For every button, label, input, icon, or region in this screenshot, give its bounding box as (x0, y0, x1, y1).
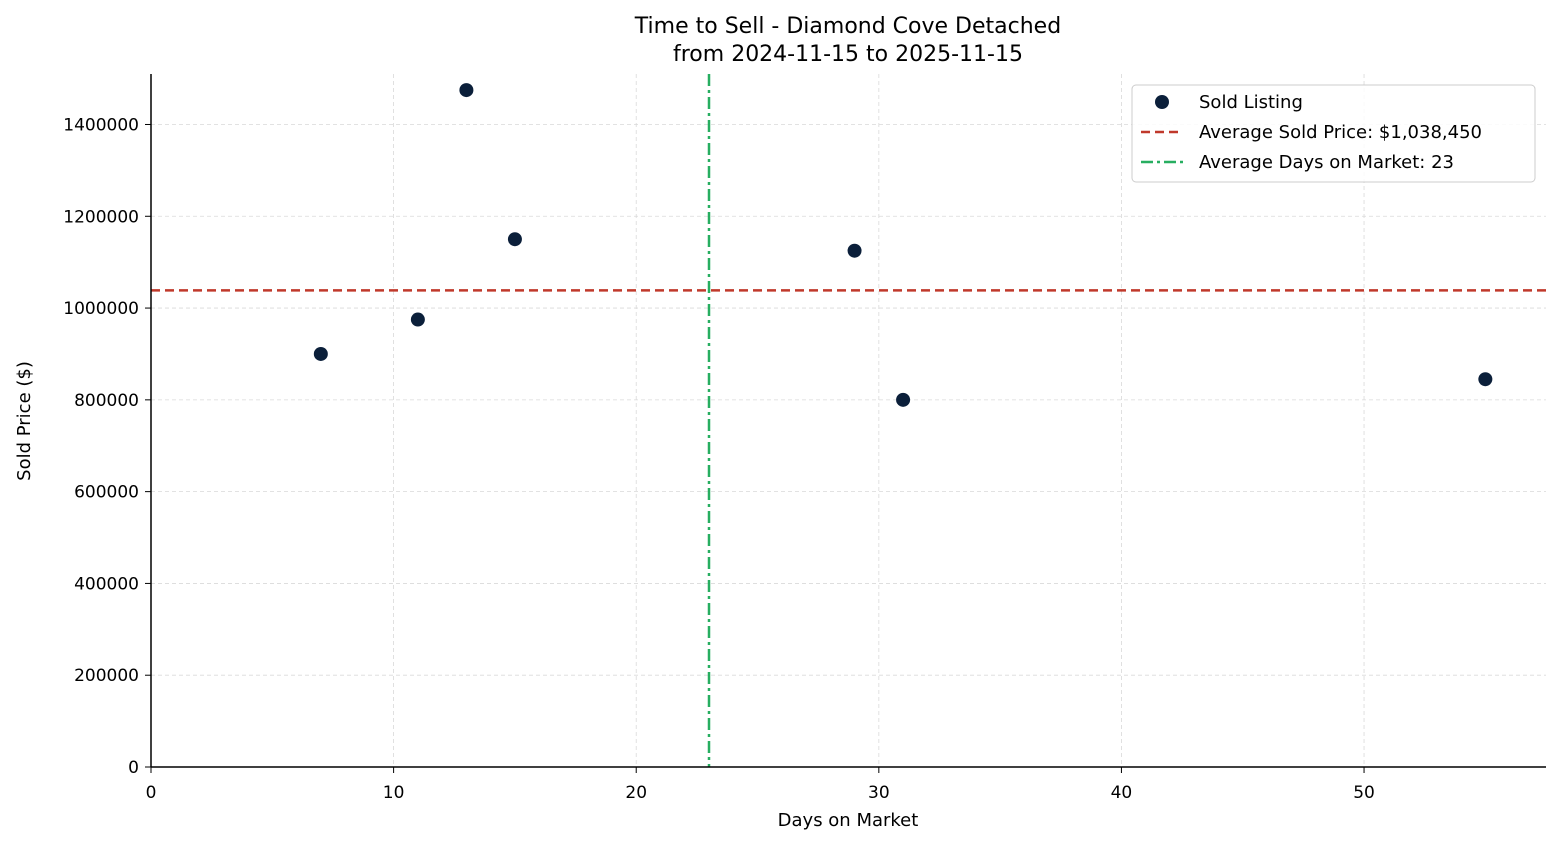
x-tick-label: 50 (1353, 783, 1375, 803)
grid (151, 74, 1546, 767)
y-tick-label: 0 (128, 758, 139, 778)
y-tick-label: 400000 (74, 574, 139, 594)
sold-listing-point (507, 232, 522, 247)
sold-listing-point (1478, 372, 1493, 387)
reference-lines (151, 74, 1546, 767)
sold-listing-point (847, 243, 862, 258)
chart-title: Time to Sell - Diamond Cove Detached (634, 14, 1061, 39)
y-tick-label: 1200000 (63, 207, 139, 227)
legend-label-average-price: Average Sold Price: $1,038,450 (1199, 122, 1482, 143)
y-tick-label: 200000 (74, 666, 139, 686)
sold-listing-point (896, 392, 911, 407)
x-tick-label: 0 (146, 783, 157, 803)
legend: Sold Listing Average Sold Price: $1,038,… (1131, 84, 1536, 183)
data-points (313, 83, 1493, 407)
y-tick-label: 800000 (74, 391, 139, 411)
legend-label-sold-listing: Sold Listing (1199, 92, 1303, 113)
x-tick-label: 40 (1111, 783, 1133, 803)
tick-labels: 0 10 20 30 40 50 0 200000 400000 600000 800000 1000… (63, 115, 1375, 803)
y-tick-label: 1400000 (63, 115, 139, 135)
x-axis-label: Days on Market (778, 810, 919, 831)
legend-label-average-days: Average Days on Market: 23 (1199, 152, 1454, 173)
chart-subtitle: from 2024-11-15 to 2025-11-15 (673, 42, 1023, 67)
legend-frame (1131, 84, 1536, 183)
y-tick-label: 1000000 (63, 299, 139, 319)
sold-listing-point (459, 83, 474, 98)
sold-listing-point (410, 312, 425, 327)
axes (145, 74, 1546, 773)
y-axis-label: Sold Price ($) (14, 361, 35, 481)
x-tick-label: 30 (868, 783, 890, 803)
legend-marker-sold-listing (1155, 95, 1169, 109)
y-tick-label: 600000 (74, 483, 139, 503)
sold-listing-point (313, 346, 328, 361)
x-tick-label: 10 (383, 783, 405, 803)
x-tick-label: 20 (625, 783, 647, 803)
